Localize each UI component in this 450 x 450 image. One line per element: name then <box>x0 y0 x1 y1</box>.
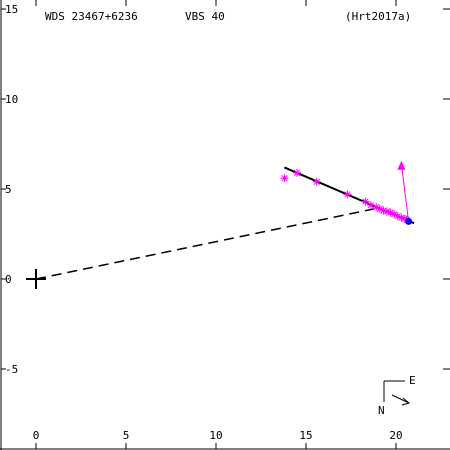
header-wds-id: WDS 23467+6236 <box>45 10 138 23</box>
y-tick-label: -5 <box>5 363 18 376</box>
y-tick-label: 0 <box>5 273 12 286</box>
header-discoverer-code: VBS 40 <box>185 10 225 23</box>
observation-point <box>386 208 395 217</box>
latest-position-point <box>405 217 413 225</box>
compass-motion-arrow <box>391 394 410 404</box>
observation-point <box>361 197 370 206</box>
x-tick-label: 20 <box>389 429 402 442</box>
observation-point <box>280 174 289 183</box>
y-tick-label: 5 <box>5 183 12 196</box>
x-tick-label: 15 <box>299 429 312 442</box>
compass-north-label: N <box>378 404 385 417</box>
plot-data <box>26 160 415 289</box>
observation-point <box>293 168 301 177</box>
observation-point <box>312 177 321 186</box>
observation-point <box>375 204 384 213</box>
x-tick-label: 0 <box>33 429 40 442</box>
primary-to-fit-dashed-line <box>35 208 375 280</box>
y-tick-label: 10 <box>5 93 18 106</box>
motion-vector-arrowhead <box>397 160 406 170</box>
observation-point <box>343 190 352 199</box>
compass-east-label: E <box>409 374 416 387</box>
observation-point <box>379 206 388 215</box>
observation-point <box>393 212 402 220</box>
x-tick-label: 10 <box>209 429 222 442</box>
compass-rose: E N <box>378 374 416 417</box>
motion-vector <box>400 163 410 222</box>
observation-point <box>366 201 375 210</box>
compass-motion-arrowhead <box>401 397 411 406</box>
y-tick-label: 15 <box>5 3 18 16</box>
x-tick-label: 5 <box>123 429 130 442</box>
header-reference: (Hrt2017a) <box>345 10 411 23</box>
